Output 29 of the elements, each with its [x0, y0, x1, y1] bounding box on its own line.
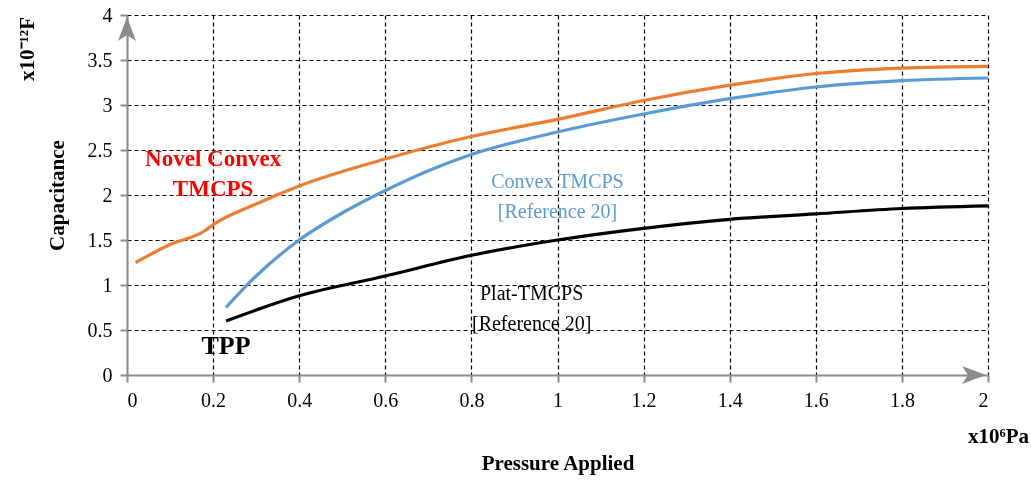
series-label: Convex TMCPS [Reference 20] [491, 169, 624, 222]
x-tick-label: 1.2 [631, 388, 657, 411]
x-tick-label: 1.4 [717, 388, 743, 411]
y-axis-title: Capacitance [44, 140, 69, 251]
text: x10⁶Pa [967, 424, 1030, 448]
series-label: Plat-TMCPS [Reference 20] [471, 282, 592, 334]
x-tick-label: 0.6 [373, 388, 399, 411]
y-tick-label: 0.5 [87, 318, 113, 341]
x-tick-label: 1.6 [803, 388, 829, 411]
y-tick-label: 0 [102, 363, 113, 386]
text: x10⁻¹²F [14, 17, 39, 81]
x-tick-label: 0.8 [459, 388, 485, 411]
series-label: Novel Convex TMCPS [145, 146, 282, 201]
x-tick-label: 2 [978, 388, 989, 411]
y-tick-label: 1.5 [87, 228, 113, 251]
y-tick-label: 1 [102, 273, 113, 296]
line-series [134, 64, 990, 265]
x-axis-title: Pressure Applied [481, 450, 635, 475]
x-tick-label: 1.8 [889, 388, 915, 411]
y-tick-label: 4 [102, 3, 113, 26]
x-tick-label: 0.2 [201, 388, 227, 411]
x-tick-label: 1 [553, 388, 563, 411]
y-tick-label: 2 [102, 183, 113, 206]
x-tick-label: 0 [127, 388, 138, 411]
annotation: TPP [201, 331, 251, 360]
y-tick-label: 3.5 [87, 48, 113, 71]
y-tick-label: 3 [102, 93, 113, 116]
x-tick-label: 0.4 [287, 388, 313, 411]
y-tick-label: 2.5 [87, 138, 113, 161]
